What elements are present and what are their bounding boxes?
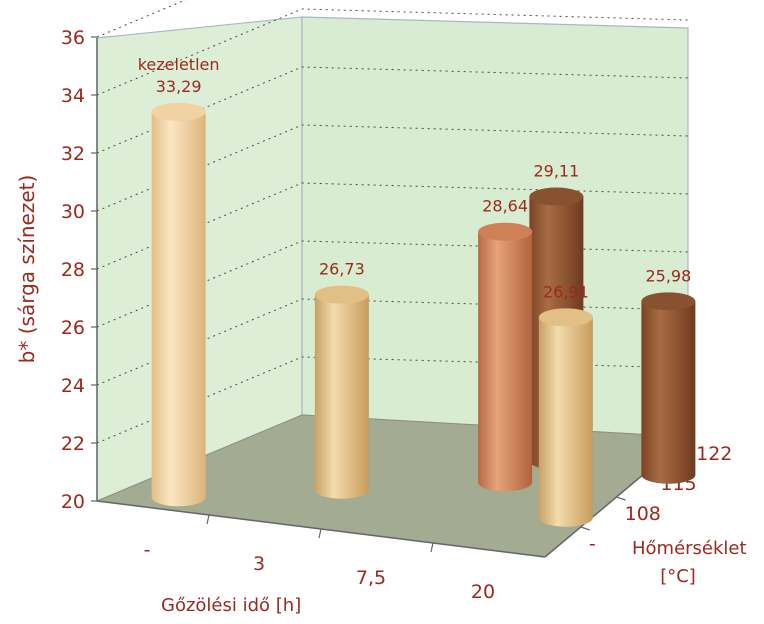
- x-tick-label: 3: [253, 553, 265, 575]
- y-tick-label: 36: [61, 27, 85, 49]
- bar: [314, 285, 369, 499]
- y-tick-label: 24: [61, 375, 85, 397]
- data-labels: 29,11 25,98 28,64 26,73 26,91 33,29 kezeletlen: [138, 55, 692, 302]
- data-label: 28,64: [482, 197, 528, 216]
- depth-tick-mark: [616, 496, 626, 501]
- x-tick-label: -: [144, 539, 151, 561]
- gridlines: [96, 0, 689, 444]
- y-tick-label: 22: [61, 433, 85, 455]
- gridline: [96, 298, 689, 386]
- data-label: 33,29: [156, 77, 202, 96]
- depth-tick-label: 122: [696, 443, 732, 465]
- bar: [538, 308, 593, 527]
- gridline: [96, 66, 689, 154]
- y-tick-label: 34: [61, 85, 85, 107]
- depth-tick-mark: [580, 526, 590, 531]
- gridline: [96, 356, 689, 444]
- depth-tick-label: -: [589, 533, 596, 555]
- bar-top: [478, 222, 533, 241]
- bar-top: [529, 187, 584, 206]
- bar: [641, 292, 696, 484]
- bar-body: [538, 317, 593, 527]
- y-tick-label: 28: [61, 259, 85, 281]
- y-tick-label: 20: [61, 491, 85, 513]
- x-tick-mark: [206, 514, 210, 525]
- y-ticks: 20 22 24 26 28 30 32 34 36: [61, 27, 97, 513]
- bar: [151, 102, 206, 507]
- y-axis-title: b* (sárga színezet): [15, 175, 39, 364]
- depth-tick-label: 108: [625, 503, 661, 525]
- y-tick-label: 26: [61, 317, 85, 339]
- x-tick-mark: [318, 528, 322, 539]
- bar-name-label: kezeletlen: [138, 55, 220, 74]
- x-tick-label: 20: [471, 581, 495, 603]
- data-label: 26,91: [543, 282, 589, 301]
- x-tick-mark: [430, 542, 434, 553]
- data-label: 26,73: [319, 260, 365, 279]
- y-tick-label: 30: [61, 201, 85, 223]
- x-axis-title: Gőzölési idő [h]: [161, 595, 301, 616]
- x-tick-label: 7,5: [356, 567, 386, 589]
- bar-body: [641, 301, 696, 484]
- gridline: [96, 240, 689, 328]
- depth-axis-title-line1: Hőmérséklet: [632, 538, 747, 559]
- bar-top: [314, 285, 369, 304]
- x-ticks: - 3 7,5 20: [144, 514, 495, 603]
- y-tick-label: 32: [61, 143, 85, 165]
- gridline: [96, 8, 689, 96]
- bar-body: [314, 294, 369, 499]
- bar-top: [538, 308, 593, 327]
- data-label: 25,98: [645, 266, 691, 285]
- gridline: [96, 124, 689, 212]
- data-label: 29,11: [533, 162, 579, 181]
- gridline: [96, 182, 689, 270]
- bar-body: [151, 111, 206, 507]
- bars: [151, 102, 696, 527]
- bar-body: [478, 231, 533, 492]
- bar-top: [641, 292, 696, 311]
- bar: [478, 222, 533, 492]
- bar-top: [151, 102, 206, 121]
- depth-axis-title-line2: [°C]: [660, 566, 696, 587]
